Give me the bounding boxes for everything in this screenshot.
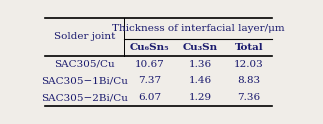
Text: SAC305−2Bi/Cu: SAC305−2Bi/Cu xyxy=(41,93,128,102)
Text: SAC305/Cu: SAC305/Cu xyxy=(55,60,115,69)
Text: Thickness of interfacial layer/μm: Thickness of interfacial layer/μm xyxy=(112,24,284,33)
Text: 1.36: 1.36 xyxy=(189,60,212,69)
Text: Solder joint: Solder joint xyxy=(54,32,116,41)
Text: 7.37: 7.37 xyxy=(138,77,162,86)
Text: 12.03: 12.03 xyxy=(234,60,264,69)
Text: 7.36: 7.36 xyxy=(237,93,260,102)
Text: Cu₃Sn: Cu₃Sn xyxy=(183,43,218,52)
Text: 10.67: 10.67 xyxy=(135,60,165,69)
Text: SAC305−1Bi/Cu: SAC305−1Bi/Cu xyxy=(41,77,128,86)
Text: 8.83: 8.83 xyxy=(237,77,260,86)
Text: 1.46: 1.46 xyxy=(189,77,212,86)
Text: 6.07: 6.07 xyxy=(138,93,162,102)
Text: Total: Total xyxy=(234,43,263,52)
Text: 1.29: 1.29 xyxy=(189,93,212,102)
Text: Cu₆Sn₅: Cu₆Sn₅ xyxy=(130,43,170,52)
